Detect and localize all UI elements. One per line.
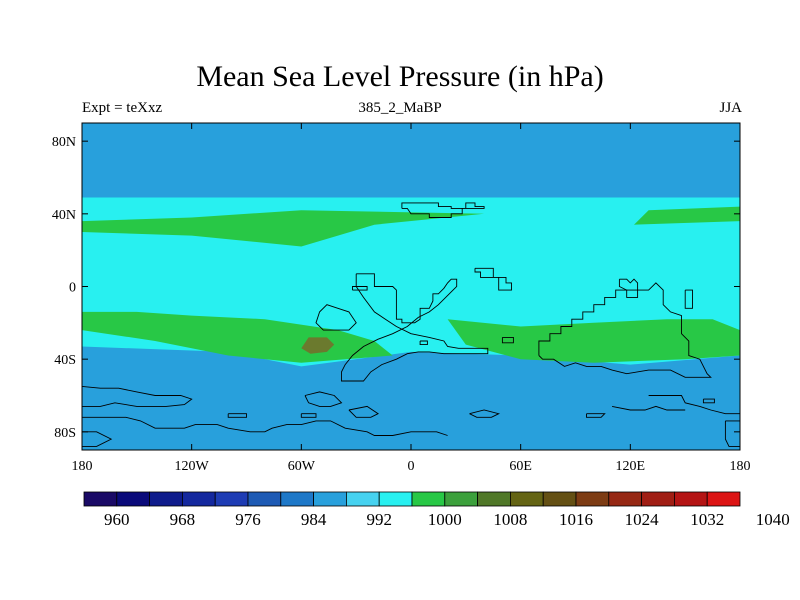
colorbar-swatch-0 [83, 491, 118, 507]
y-tick-label-1: 40N [52, 208, 76, 223]
colorbar-label-5: 1000 [428, 510, 462, 529]
colorbar-swatch-13 [509, 491, 544, 507]
coastline-22 [227, 413, 247, 418]
coastline-15 [724, 420, 740, 447]
colorbar-label-10: 1040 [756, 510, 790, 529]
coastline-17 [304, 391, 343, 407]
x-tick-label-0: 180 [72, 459, 93, 474]
experiment-label: Expt = teXxz [82, 100, 163, 116]
y-tick-label-2: 0 [69, 281, 76, 296]
x-tick-label-4: 60E [509, 459, 532, 474]
x-tick-label-6: 180 [730, 459, 751, 474]
x-tick-label-1: 120W [175, 459, 210, 474]
colorbar-swatch-2 [149, 491, 183, 507]
coastline-7 [538, 282, 712, 378]
contour-region-7-1 [634, 206, 740, 225]
colorbar-swatch-11 [444, 491, 478, 507]
colorbar-swatch-4 [214, 491, 249, 507]
x-tick-label-2: 60W [288, 459, 316, 474]
colorbar-swatch-8 [345, 491, 380, 507]
coastline-1 [474, 267, 512, 291]
contour-region-7-0 [82, 210, 485, 247]
coastline-13 [648, 395, 740, 415]
season-label: JJA [719, 100, 742, 116]
coastline-8 [618, 278, 639, 291]
coastline-21 [300, 413, 317, 418]
coastline-4 [315, 304, 357, 331]
pressure-contours [82, 123, 740, 450]
contour-region-5-1 [82, 346, 740, 450]
colorbar-label-3: 984 [301, 510, 327, 529]
colorbar-swatch-16 [608, 491, 642, 507]
y-tick-label-3: 40S [54, 353, 76, 368]
colorbar-label-8: 1024 [625, 510, 660, 529]
chart-title: Mean Sea Level Pressure (in hPa) [196, 60, 604, 93]
plot-area [82, 123, 740, 450]
x-tick-label-3: 0 [408, 459, 415, 474]
x-tick-label-5: 120E [616, 459, 646, 474]
coastline-19 [469, 409, 500, 418]
colorbar-swatch-10 [411, 491, 446, 507]
colorbar-label-9: 1032 [690, 510, 724, 529]
y-tick-label-4: 80S [54, 426, 76, 441]
contour-region-8-0 [301, 337, 335, 354]
coastline-18 [348, 405, 380, 418]
colorbar-swatch-15 [575, 491, 610, 507]
period-label: 385_2_MaBP [358, 100, 442, 116]
coastline-16 [612, 405, 686, 411]
colorbar: 960 968 976 984 992 1000 1008 1016 1024 1032 1040 [83, 491, 790, 529]
colorbar-swatch-7 [313, 491, 347, 507]
coastline-14 [702, 398, 715, 404]
colorbar-label-6: 1008 [493, 510, 527, 529]
coastline-3 [352, 286, 368, 291]
coastline-10 [82, 385, 193, 407]
contour-region-5-0 [82, 123, 740, 198]
colorbar-swatch-19 [706, 491, 741, 507]
colorbar-swatch-18 [674, 491, 708, 507]
colorbar-label-0: 960 [104, 510, 130, 529]
coastlines [82, 202, 740, 447]
coastline-2 [341, 273, 489, 382]
colorbar-swatch-5 [247, 491, 282, 507]
colorbar-swatch-12 [477, 491, 511, 507]
colorbar-label-7: 1016 [559, 510, 593, 529]
coastline-11 [82, 416, 448, 436]
coastline-9 [684, 289, 693, 309]
coastline-6 [419, 340, 428, 346]
y-tick-label-0: 80N [52, 135, 76, 150]
colorbar-swatch-1 [116, 491, 151, 507]
colorbar-swatch-9 [378, 491, 413, 507]
colorbar-label-4: 992 [366, 510, 392, 529]
colorbar-swatch-6 [280, 491, 314, 507]
colorbar-swatch-14 [542, 491, 577, 507]
colorbar-label-2: 976 [235, 510, 261, 529]
contour-region-7-3 [447, 319, 740, 363]
coastline-5 [501, 336, 514, 344]
colorbar-swatch-17 [641, 491, 675, 507]
coastline-12 [82, 431, 113, 447]
axes: 180 120W 60W 0 60E 120E 180 80N 40N 0 40S 80S [52, 123, 751, 474]
coastline-20 [586, 413, 606, 418]
colorbar-label-1: 968 [170, 510, 196, 529]
coastline-0 [401, 202, 485, 218]
colorbar-swatch-3 [181, 491, 216, 507]
